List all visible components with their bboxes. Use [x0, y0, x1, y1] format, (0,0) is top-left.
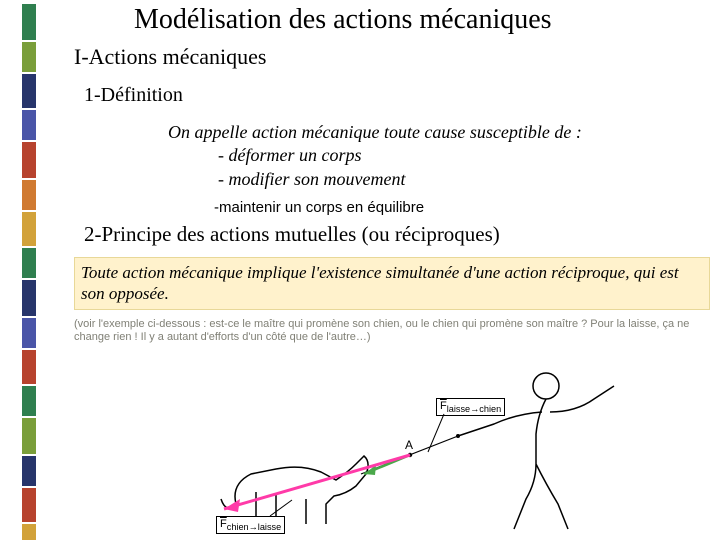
- highlight-box: Toute action mécanique implique l'existe…: [74, 257, 710, 310]
- section-heading-1: I-Actions mécaniques: [74, 44, 720, 70]
- stripe: [22, 212, 36, 246]
- stripe: [22, 280, 36, 316]
- stripe: [22, 456, 36, 486]
- stripe: [22, 318, 36, 348]
- subsection-heading-1: 1-Définition: [84, 84, 720, 107]
- subsection-heading-2: 2-Principe des actions mutuelles (ou réc…: [84, 222, 720, 247]
- slide-content: Modélisation des actions mécaniques I-Ac…: [60, 0, 720, 345]
- stripe: [22, 42, 36, 72]
- definition-extra: -maintenir un corps en équilibre: [214, 199, 720, 216]
- decorative-sidebar: [0, 0, 48, 540]
- definition-line-3: - modifier son mouvement: [218, 168, 720, 191]
- definition-block: On appelle action mécanique toute cause …: [168, 121, 720, 191]
- stripe: [22, 488, 36, 522]
- label-1-pointer: [424, 412, 454, 456]
- label-2-pointer: [266, 498, 296, 520]
- stripe: [22, 180, 36, 210]
- point-a-label: A: [405, 438, 413, 452]
- stripe: [22, 4, 36, 40]
- stripe: [22, 74, 36, 108]
- example-note: (voir l'exemple ci-dessous : est-ce le m…: [74, 318, 720, 346]
- page-title: Modélisation des actions mécaniques: [134, 4, 720, 36]
- stripe: [22, 248, 36, 278]
- stripe: [22, 110, 36, 140]
- definition-line-2: - déformer un corps: [218, 144, 720, 167]
- stripe: [22, 386, 36, 416]
- dog-leash-diagram: A Flaisse→chien Fchien→laisse: [206, 364, 636, 534]
- stripe: [22, 418, 36, 454]
- stripe: [22, 142, 36, 178]
- stripe: [22, 350, 36, 384]
- highlight-text: Toute action mécanique implique l'existe…: [81, 262, 703, 305]
- definition-line-1: On appelle action mécanique toute cause …: [168, 121, 720, 144]
- stripe: [22, 524, 36, 540]
